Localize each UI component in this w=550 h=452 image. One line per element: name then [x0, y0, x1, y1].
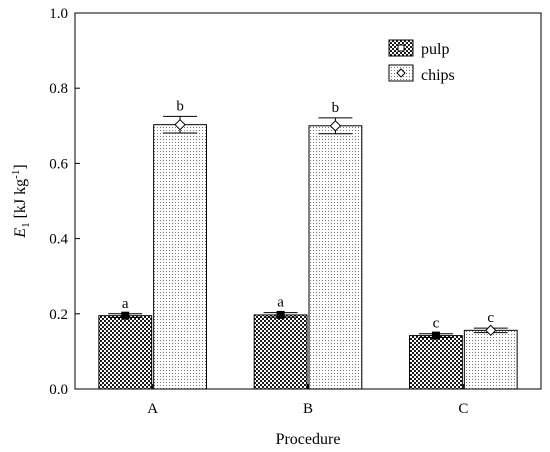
mean-marker-square [431, 331, 440, 340]
y-tick-label: 0.6 [49, 156, 68, 172]
bar-chips-C [463, 329, 518, 390]
x-tick-label: A [147, 401, 158, 417]
bar-pulp-B [253, 314, 308, 390]
y-axis-title: E1 [kJ kg-1] [10, 164, 32, 238]
significance-label: c [433, 316, 440, 332]
legend-marker-chips [396, 68, 406, 78]
error-bars-group [108, 115, 508, 340]
y-tick-label: 0.4 [49, 232, 68, 248]
significance-labels-group: a a c b b c [122, 98, 494, 331]
significance-label: a [122, 296, 129, 312]
mean-marker-diamond [174, 118, 186, 131]
legend-label-chips: chips [421, 67, 455, 84]
y-axis: 0.0 0.2 0.4 0.6 0.8 1.0 [49, 6, 80, 398]
x-axis-title: Procedure [276, 431, 341, 448]
y-tick-label: 0.8 [49, 81, 68, 97]
legend-marker-pulp [397, 44, 405, 52]
bar-chips-A [153, 124, 207, 390]
significance-label: c [487, 310, 494, 326]
y-tick-label: 0.0 [49, 382, 68, 398]
bar-pulp-A [98, 315, 153, 390]
significance-label: b [176, 98, 184, 114]
bar-pulp-C [409, 335, 463, 390]
plot-area [74, 12, 542, 390]
x-tick-label: B [303, 401, 313, 417]
y-tick-label: 1.0 [49, 6, 68, 22]
significance-label: a [277, 295, 284, 311]
x-tick-label: C [458, 401, 468, 417]
legend: pulp chips [388, 39, 455, 84]
significance-label: b [332, 100, 340, 116]
mean-marker-diamond [329, 120, 342, 132]
mean-marker-square [121, 311, 130, 320]
bars-group [98, 124, 518, 390]
x-axis: A B C [147, 384, 468, 417]
y-tick-label: 0.2 [49, 307, 68, 323]
mean-marker-square [276, 310, 285, 319]
legend-label-pulp: pulp [421, 41, 449, 58]
bar-chips-B [308, 125, 363, 390]
mean-marker-diamond [485, 324, 497, 337]
